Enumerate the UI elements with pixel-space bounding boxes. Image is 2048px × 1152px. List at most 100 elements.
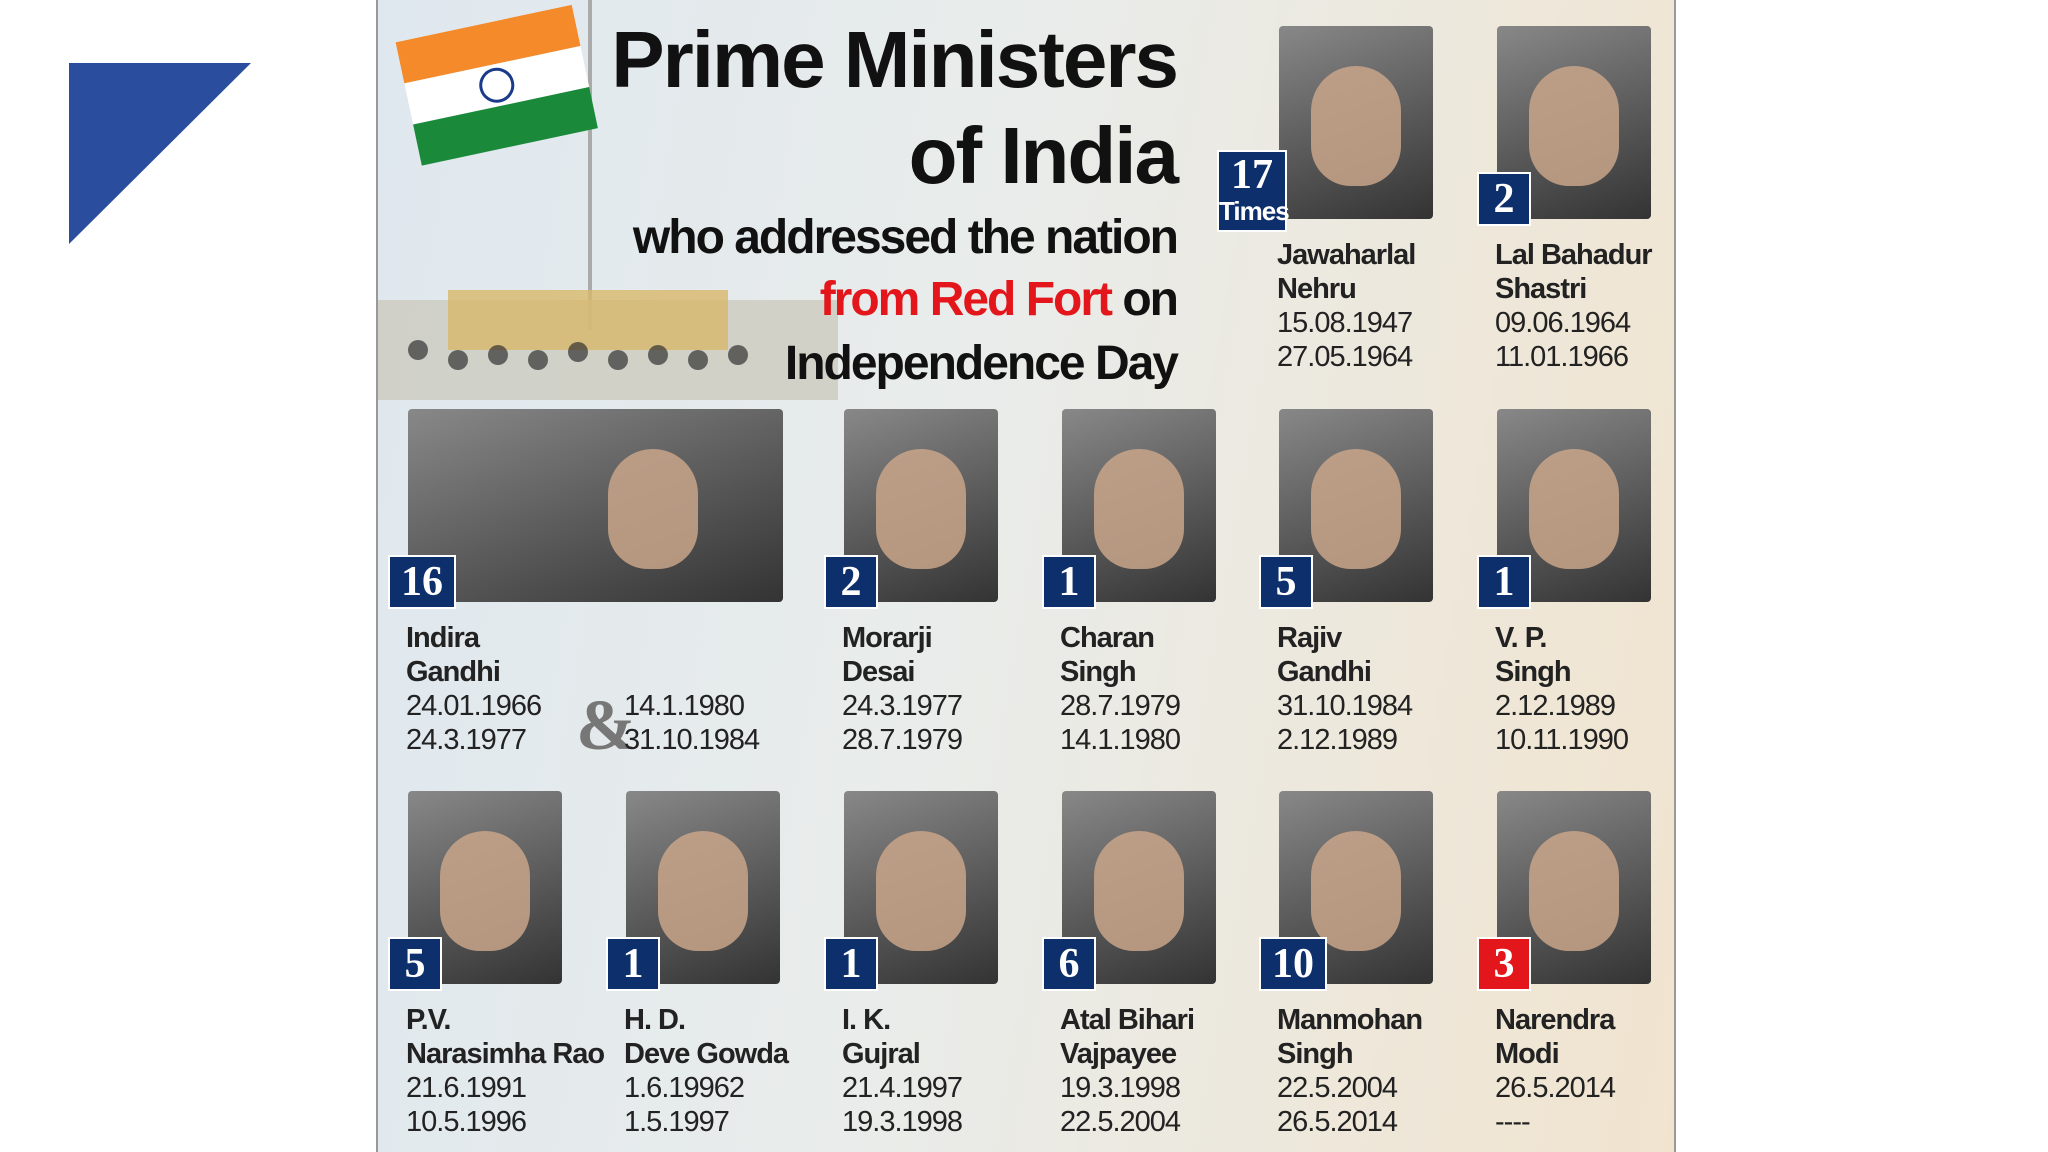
count-suffix: Times [1219, 196, 1290, 226]
term-date: 1.5.1997 [624, 1106, 730, 1138]
term-date: 11.01.1966 [1495, 341, 1629, 373]
pm-info: Narendra Modi 26.5.2014 ---- [1495, 1003, 1616, 1139]
pm-info: P.V. Narasimha Rao 21.6.1991 10.5.1996 [406, 1003, 605, 1139]
term-date: 21.6.1991 [406, 1072, 527, 1104]
portrait [1062, 409, 1216, 602]
count: 1 [840, 941, 862, 987]
pm-name: H. D. [624, 1004, 686, 1036]
count: 17 [1231, 152, 1273, 198]
pm-name: I. K. [842, 1004, 891, 1036]
pm-info: Atal Bihari Vajpayee 19.3.1998 22.5.2004 [1060, 1003, 1195, 1139]
infographic: Prime Ministers of India who addressed t… [376, 0, 1676, 1152]
portrait-face [876, 449, 966, 569]
term-date: 10.5.1996 [406, 1106, 527, 1138]
portrait [1279, 791, 1433, 984]
count: 16 [401, 559, 443, 605]
pm-info: Rajiv Gandhi 31.10.1984 2.12.1989 [1277, 621, 1413, 757]
corner-triangle [69, 63, 251, 244]
portrait-face [1529, 449, 1619, 569]
term-date: 22.5.2004 [1060, 1106, 1181, 1138]
term-date: 14.1.1980 [624, 690, 745, 722]
term-date: 19.3.1998 [1060, 1072, 1181, 1104]
portrait-face [1094, 831, 1184, 951]
term-date: 14.1.1980 [1060, 724, 1181, 756]
pm-info: Indira Gandhi 24.01.1966 24.3.1977 [406, 621, 542, 757]
count-badge: 5 [388, 937, 442, 991]
count: 5 [1275, 559, 1297, 605]
count: 5 [404, 941, 426, 987]
count: 6 [1058, 941, 1080, 987]
term-date: 2.12.1989 [1495, 690, 1616, 722]
portrait [844, 791, 998, 984]
pm-name: Atal Bihari [1060, 1004, 1195, 1036]
term-date: 21.4.1997 [842, 1072, 963, 1104]
count-badge: 2 [1477, 172, 1531, 226]
term-date: 24.01.1966 [406, 690, 542, 722]
pm-name: Desai [842, 656, 915, 688]
term-date: 09.06.1964 [1495, 307, 1631, 339]
term-date: ---- [1495, 1106, 1531, 1138]
pm-info: Charan Singh 28.7.1979 14.1.1980 [1060, 621, 1181, 757]
portrait-face [1529, 831, 1619, 951]
title-line: of India [908, 111, 1179, 200]
pm-info: 14.1.1980 31.10.1984 [624, 689, 760, 757]
count-badge: 5 [1259, 555, 1313, 609]
pm-name: Deve Gowda [624, 1038, 789, 1070]
count: 3 [1493, 941, 1515, 987]
term-date: 24.3.1977 [842, 690, 963, 722]
subtitle-line: from Red Fort on [819, 272, 1179, 327]
count-badge: 10 [1259, 937, 1327, 991]
pm-name: Narendra [1495, 1004, 1615, 1036]
title-line: Prime Ministers [611, 15, 1179, 104]
count-badge: 1 [824, 937, 878, 991]
pm-name: Gujral [842, 1038, 921, 1070]
pm-name: Rajiv [1277, 622, 1342, 654]
term-date: 26.5.2014 [1495, 1072, 1616, 1104]
portrait-face [440, 831, 530, 951]
pm-info: Manmohan Singh 22.5.2004 26.5.2014 [1277, 1003, 1423, 1139]
count: 1 [1058, 559, 1080, 605]
subtitle-line: Independence Day [784, 337, 1179, 390]
pm-name: Indira [406, 622, 480, 654]
highlight: from Red Fort [819, 273, 1113, 326]
portrait-face [1311, 66, 1401, 186]
pm-info: H. D. Deve Gowda 1.6.19962 1.5.1997 [624, 1003, 789, 1139]
pm-name: V. P. [1495, 622, 1547, 654]
flag-scene [378, 0, 838, 400]
count-badge: 1 [1042, 555, 1096, 609]
portrait [626, 791, 780, 984]
subtitle-text: on [1122, 273, 1179, 326]
pm-name: P.V. [406, 1004, 451, 1036]
term-date: 22.5.2004 [1277, 1072, 1398, 1104]
pm-name: Modi [1495, 1038, 1560, 1070]
count: 1 [1493, 559, 1515, 605]
pm-name: Singh [1277, 1038, 1354, 1070]
portrait [1497, 791, 1651, 984]
portrait [1279, 26, 1433, 219]
term-date: 2.12.1989 [1277, 724, 1398, 756]
term-date: 27.05.1964 [1277, 341, 1413, 373]
count-badge: 2 [824, 555, 878, 609]
portrait-face [1311, 831, 1401, 951]
pm-name: Charan [1060, 622, 1155, 654]
portrait-face [608, 449, 698, 569]
pm-name: Shastri [1495, 273, 1587, 305]
term-date: 15.08.1947 [1277, 307, 1413, 339]
pm-name: Gandhi [406, 656, 501, 688]
count: 2 [840, 559, 862, 605]
pm-name: Singh [1495, 656, 1572, 688]
portrait-face [1094, 449, 1184, 569]
count-badge: 1 [1477, 555, 1531, 609]
separator: & [576, 685, 636, 765]
count-badge: 3 [1477, 937, 1531, 991]
pm-name: Jawaharlal [1277, 239, 1416, 271]
term-date: 1.6.19962 [624, 1072, 745, 1104]
pm-name: Narasimha Rao [406, 1038, 605, 1070]
portrait [1062, 791, 1216, 984]
count-badge: 16 [388, 555, 456, 609]
term-date: 10.11.1990 [1495, 724, 1629, 756]
pm-info: Lal Bahadur Shastri 09.06.1964 11.01.1966 [1495, 238, 1653, 374]
count-badge: 6 [1042, 937, 1096, 991]
